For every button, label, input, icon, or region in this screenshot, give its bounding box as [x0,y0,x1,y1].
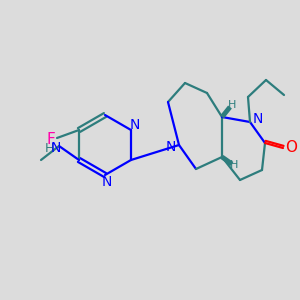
Text: F: F [46,131,56,146]
Text: H: H [230,160,238,170]
Text: H: H [228,100,236,110]
Text: N: N [130,118,140,132]
Text: H: H [44,142,54,154]
Text: N: N [102,175,112,189]
Text: N: N [253,112,263,126]
Text: O: O [285,140,297,155]
Text: N: N [166,140,176,154]
Text: N: N [51,141,61,155]
